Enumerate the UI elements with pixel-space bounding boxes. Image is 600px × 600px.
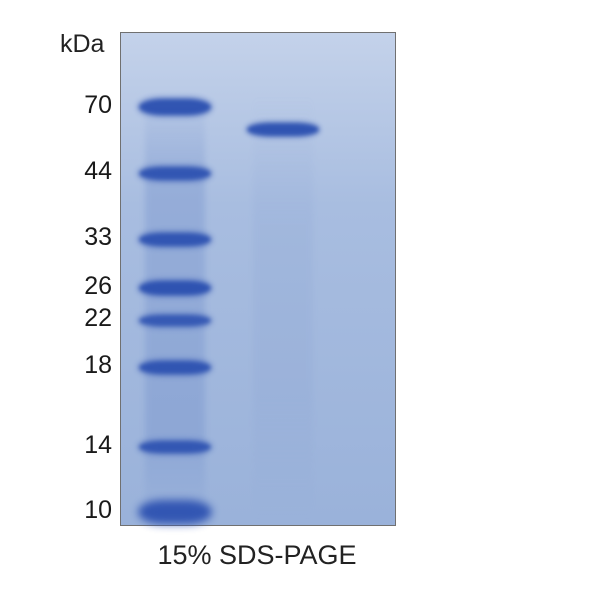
ladder-band [139, 441, 211, 453]
ladder-label: 22 [84, 304, 112, 333]
ladder-smear [145, 93, 205, 523]
ladder-label: 33 [84, 223, 112, 252]
ladder-label: 26 [84, 272, 112, 301]
ladder-label: 14 [84, 431, 112, 460]
caption: 15% SDS-PAGE [0, 540, 514, 571]
ladder-lane [139, 33, 211, 525]
ladder-band [139, 315, 211, 326]
ladder-band [139, 99, 211, 115]
unit-label: kDa [60, 30, 104, 59]
figure-container: kDa 70 44 33 26 22 18 14 10 15% SDS-PAGE [0, 0, 600, 600]
sample-band [247, 123, 319, 136]
ladder-band [139, 167, 211, 180]
ladder-band [139, 361, 211, 374]
gel-area [120, 32, 396, 526]
ladder-band [139, 501, 211, 523]
ladder-label: 44 [84, 157, 112, 186]
sample-lane [247, 33, 319, 525]
ladder-label: 18 [84, 351, 112, 380]
sample-smear [253, 93, 313, 523]
ladder-band [139, 281, 211, 295]
ladder-label: 10 [84, 496, 112, 525]
ladder-band [139, 233, 211, 246]
ladder-label: 70 [84, 91, 112, 120]
